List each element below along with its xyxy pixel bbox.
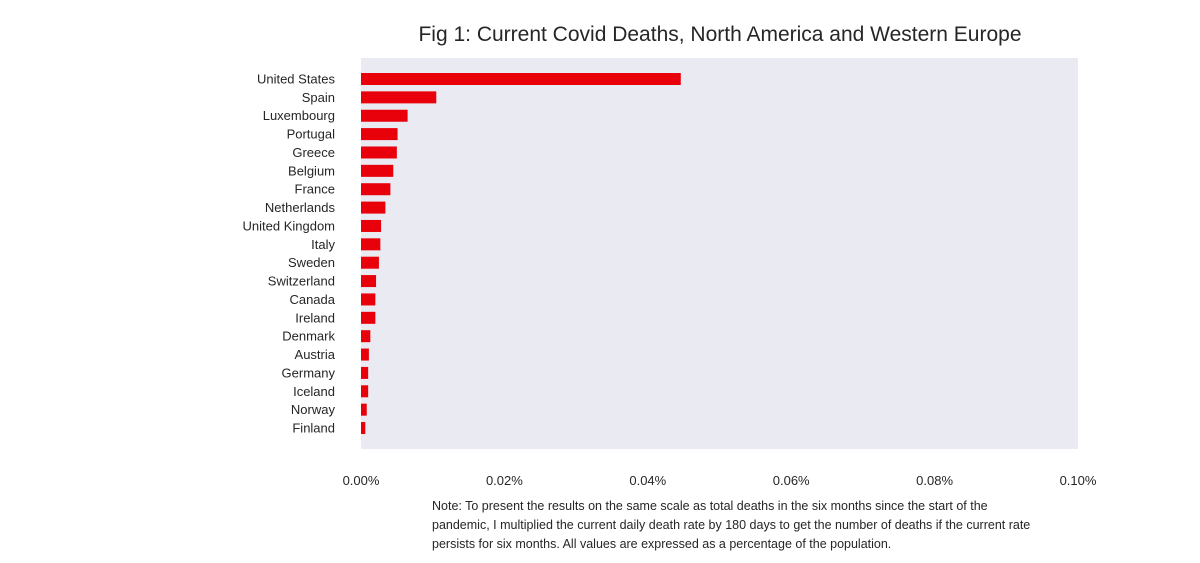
category-label-united-kingdom: United Kingdom: [243, 218, 336, 233]
bar-france: [361, 183, 391, 196]
category-label-portugal: Portugal: [287, 127, 336, 142]
category-label-greece: Greece: [292, 145, 335, 160]
category-label-netherlands: Netherlands: [265, 200, 336, 215]
bar-iceland: [361, 385, 369, 398]
category-label-italy: Italy: [311, 237, 335, 252]
x-tick-label: 0.00%: [343, 473, 380, 488]
bar-spain: [361, 91, 437, 104]
category-label-france: France: [295, 182, 335, 197]
bar-denmark: [361, 330, 371, 343]
chart-title: Fig 1: Current Covid Deaths, North Ameri…: [418, 23, 1021, 46]
bar-greece: [361, 146, 397, 159]
bar-belgium: [361, 164, 394, 177]
category-label-ireland: Ireland: [295, 310, 335, 325]
plot-area: [361, 58, 1078, 449]
category-label-norway: Norway: [291, 402, 336, 417]
category-label-belgium: Belgium: [288, 163, 335, 178]
x-tick-label: 0.10%: [1060, 473, 1097, 488]
chart-note: Note: To present the results on the same…: [432, 499, 1031, 551]
bar-finland: [361, 422, 366, 435]
bar-sweden: [361, 256, 379, 269]
category-label-austria: Austria: [295, 347, 336, 362]
bar-portugal: [361, 128, 398, 141]
x-axis-ticks: 0.00% 0.02% 0.04% 0.06% 0.08% 0.10%: [343, 473, 1097, 488]
bar-united-kingdom: [361, 219, 382, 232]
bar-germany: [361, 366, 369, 379]
category-label-switzerland: Switzerland: [268, 274, 335, 289]
x-tick-label: 0.04%: [629, 473, 666, 488]
category-label-germany: Germany: [282, 365, 336, 380]
category-labels: United States Spain Luxembourg Portugal Gree…: [243, 72, 336, 436]
bar-austria: [361, 348, 369, 361]
bar-norway: [361, 403, 367, 416]
bar-canada: [361, 293, 376, 306]
bar-united-states: [361, 73, 681, 85]
bar-ireland: [361, 311, 376, 324]
category-label-luxembourg: Luxembourg: [263, 108, 335, 123]
bars-group: [361, 73, 681, 435]
x-tick-label: 0.08%: [916, 473, 953, 488]
category-label-iceland: Iceland: [293, 384, 335, 399]
x-tick-label: 0.06%: [773, 473, 810, 488]
category-label-canada: Canada: [289, 292, 335, 307]
bar-switzerland: [361, 275, 377, 288]
category-label-finland: Finland: [292, 421, 335, 436]
bar-italy: [361, 238, 381, 251]
category-label-spain: Spain: [302, 90, 335, 105]
category-label-united-states: United States: [257, 72, 336, 87]
bar-netherlands: [361, 201, 386, 214]
category-label-denmark: Denmark: [282, 329, 335, 344]
category-label-sweden: Sweden: [288, 255, 335, 270]
x-tick-label: 0.02%: [486, 473, 523, 488]
bar-luxembourg: [361, 109, 408, 122]
